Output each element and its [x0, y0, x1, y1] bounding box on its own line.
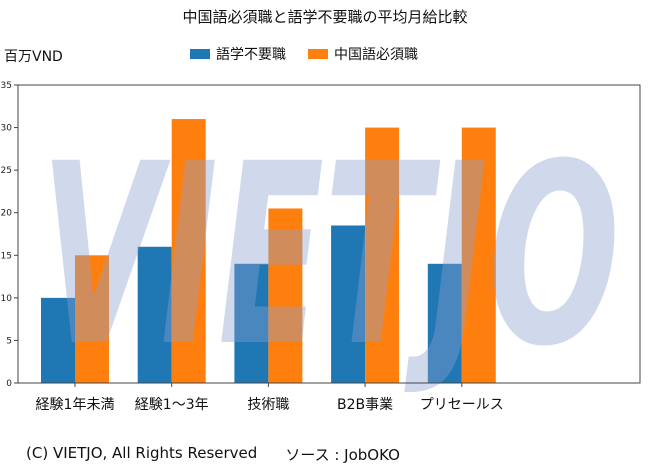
x-tick-label: 経験1年未満: [36, 397, 115, 413]
bar-0-1: [137, 246, 172, 383]
legend: 語学不要職 中国語必須職: [190, 44, 418, 64]
x-tick-label: プリセールス: [420, 397, 504, 413]
y-tick-label: 30: [1, 124, 13, 134]
y-tick-label: 0: [6, 379, 12, 389]
legend-item-1: 中国語必須職: [308, 44, 418, 64]
footer: (C) VIETJO, All Rights Reserved ソース : Jo…: [26, 444, 400, 465]
bar-1-2: [268, 208, 303, 383]
legend-label: 語学不要職: [216, 47, 286, 63]
y-tick-label: 10: [1, 294, 13, 304]
source: ソース : JobOKO: [285, 446, 400, 464]
copyright: (C) VIETJO, All Rights Reserved: [26, 444, 258, 462]
legend-label: 中国語必須職: [334, 47, 418, 63]
bar-1-3: [365, 127, 400, 383]
legend-swatch: [190, 49, 210, 59]
bar-1-0: [75, 255, 109, 383]
bar-1-4: [461, 127, 496, 383]
chart-title: 中国語必須職と語学不要職の平均月給比較: [182, 8, 468, 26]
watermark: VIETJO: [40, 110, 620, 401]
y-tick-label: 5: [6, 336, 12, 346]
x-tick-label: 技術職: [247, 397, 289, 413]
bar-0-2: [234, 263, 269, 383]
legend-item-0: 語学不要職: [190, 44, 286, 64]
legend-swatch: [308, 49, 328, 59]
bar-0-4: [427, 263, 462, 383]
bar-0-3: [331, 225, 366, 383]
bar-1-1: [171, 119, 206, 384]
plot-frame: [17, 84, 641, 384]
y-tick-label: 15: [1, 251, 12, 261]
y-tick-label: 20: [1, 209, 13, 219]
x-tick-label: 経験1～3年: [135, 397, 209, 413]
y-tick-label: 25: [1, 166, 12, 176]
y-axis-label: 百万VND: [4, 49, 63, 65]
bar-0-0: [41, 297, 75, 383]
y-tick-label: 35: [1, 81, 12, 91]
x-tick-label: B2B事業: [337, 397, 393, 413]
